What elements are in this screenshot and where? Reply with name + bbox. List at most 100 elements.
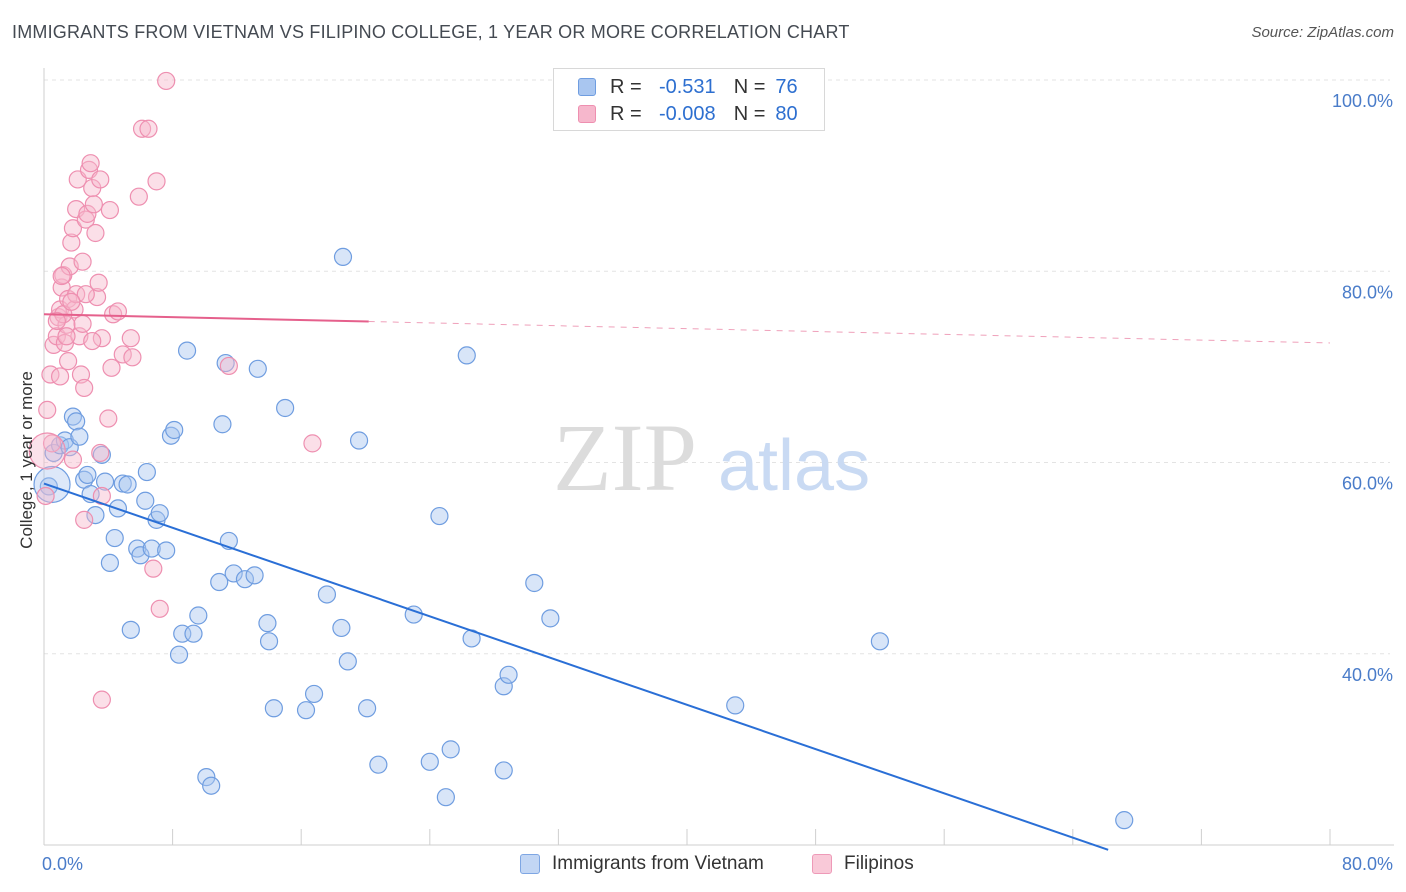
vietnam-point (95, 472, 115, 491)
vietnam-point (216, 353, 235, 373)
vietnam-point (169, 645, 189, 664)
filipino-point (47, 311, 66, 331)
filipino-point (62, 292, 81, 311)
filipino-point (75, 510, 94, 529)
y-tick-label: 100.0% (1332, 91, 1393, 111)
filipino-point (139, 119, 158, 138)
filipino-point (129, 187, 148, 206)
filipino-point (57, 327, 76, 346)
pink-swatch-icon (812, 854, 832, 874)
vietnam-point (161, 426, 181, 445)
legend-n-label: N = (733, 102, 766, 125)
vietnam-point (494, 677, 513, 696)
vietnam-point (197, 768, 216, 787)
filipino-point (92, 690, 111, 709)
filipino-point (91, 170, 110, 189)
y-tick-label: 80.0% (1342, 282, 1393, 302)
filipino-point (59, 352, 78, 371)
filipino-point (144, 559, 163, 578)
filipino-point (63, 219, 83, 238)
vietnam-point (67, 412, 86, 431)
legend-r-label: R = (610, 75, 642, 98)
filipino-point (76, 285, 95, 304)
legend-n-value: 76 (775, 75, 798, 98)
filipino-point (100, 200, 120, 220)
filipino-point (78, 204, 97, 223)
grid-lines (44, 79, 1390, 655)
vietnam-point (420, 752, 439, 771)
watermark-zip: ZIP (553, 404, 697, 511)
vietnam-point (131, 546, 150, 565)
bottom-legend-vietnam: Immigrants from Vietnam (520, 851, 764, 877)
legend-n-value: 80 (775, 102, 798, 125)
filipino-point (157, 71, 176, 91)
vietnam-point (213, 415, 232, 434)
vietnam-point (137, 462, 156, 482)
vietnam-point (245, 566, 264, 585)
filipino-point (89, 273, 108, 292)
filipino-point (50, 367, 70, 386)
filipino-point (52, 266, 71, 286)
watermark: ZIP atlas (553, 404, 870, 511)
axes (43, 68, 1394, 846)
vietnam-point (870, 632, 890, 651)
legend-r-value: -0.531 (658, 75, 716, 98)
filipino-trend-extension (368, 321, 1331, 344)
filipino-point-large (28, 432, 66, 470)
vietnam-point (210, 572, 229, 592)
vietnam-point (338, 652, 357, 671)
vietnam-point (1115, 811, 1134, 830)
vietnam-point (142, 539, 161, 558)
vietnam-point (726, 696, 745, 715)
vietnam-point (296, 701, 316, 720)
vietnam-point (276, 398, 295, 418)
chart-title: IMMIGRANTS FROM VIETNAM VS FILIPINO COLL… (12, 22, 850, 42)
vietnam-point (494, 761, 513, 780)
legend-n-label: N = (733, 75, 766, 98)
vietnam-point (430, 506, 449, 526)
filipino-point (108, 302, 128, 321)
vietnam-trend-line (43, 482, 1109, 851)
vietnam-point (121, 620, 140, 639)
x-tick-label: 0.0% (42, 854, 83, 874)
y-axis-label: College, 1 year or more (17, 371, 36, 549)
filipino-point (86, 223, 105, 243)
correlation-legend: R = -0.531 N = 76 R = -0.008 N = 80 (553, 68, 825, 131)
pink-swatch-icon (578, 105, 596, 123)
filipino-point (73, 252, 92, 271)
vietnam-point-large (33, 465, 71, 504)
vietnam-point (39, 477, 58, 496)
x-tick-label: 80.0% (1342, 854, 1393, 874)
vietnam-point (436, 788, 455, 807)
vietnam-point (184, 624, 203, 643)
vietnam-point (541, 609, 560, 628)
vietnam-point (150, 504, 169, 523)
watermark-atlas: atlas (718, 426, 870, 506)
legend-row-vietnam: R = -0.531 N = 76 (578, 74, 798, 100)
y-tick-label: 60.0% (1342, 474, 1393, 494)
vietnam-point (259, 632, 279, 651)
filipino-point (102, 358, 121, 377)
vietnam-point (202, 776, 221, 795)
vietnam-point (86, 505, 105, 525)
trend-lines (43, 313, 1331, 851)
y-tick-label: 40.0% (1342, 665, 1393, 685)
vietnam-point (304, 684, 324, 704)
vietnam-point (224, 564, 243, 583)
vietnam-point (136, 491, 155, 510)
y-tick-labels: 100.0% 80.0% 60.0% 40.0% (1332, 91, 1393, 685)
vietnam-point (118, 475, 137, 494)
vietnam-point (317, 585, 337, 604)
filipino-point (150, 599, 169, 618)
filipino-point (62, 233, 81, 252)
filipino-point (38, 400, 57, 420)
filipino-point (63, 450, 83, 469)
x-tick-labels: 0.0% 80.0% (42, 854, 1393, 874)
vietnam-point (441, 740, 460, 759)
filipino-point (99, 409, 118, 428)
vietnam-point (499, 665, 518, 684)
filipino-trend-line (43, 313, 369, 323)
legend-r-label: R = (610, 102, 642, 125)
vietnam-point (105, 528, 124, 548)
